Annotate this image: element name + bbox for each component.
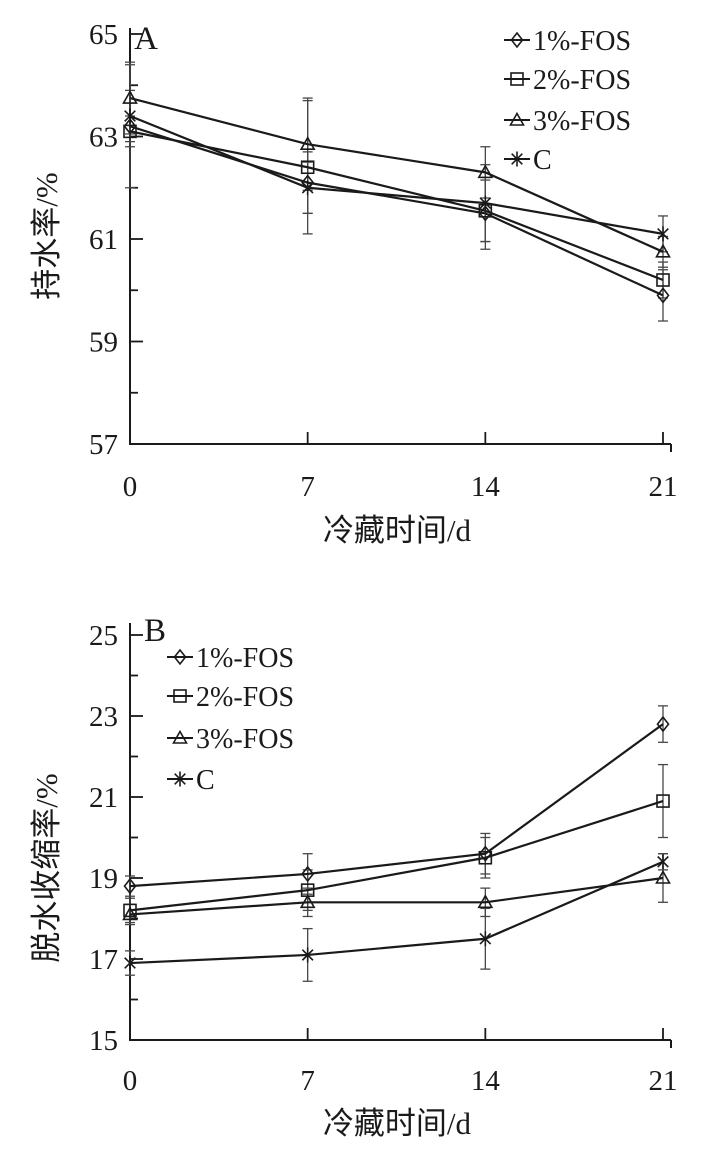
asterisk-marker-C-d0 [124,955,136,971]
y-tick-label: 59 [89,327,118,359]
legend-label-2%-FOS: 2%-FOS [196,682,294,713]
legend-label-C: C [533,145,552,176]
chart-b: 15 17 19 21 23 25 0 7 14 21 1%-FOS 2%-FOS 3%-FOS C [89,620,678,1097]
y-tick-label: 15 [89,1025,118,1057]
x-tick-label: 0 [123,1065,138,1097]
tick-marks [129,634,664,1041]
series-line-C [129,114,664,235]
triangle-marker-3%-FOS-d14 [477,894,494,909]
series-line-1%-FOS [129,723,664,888]
legend-label-1%-FOS: 1%-FOS [196,643,294,674]
x-tick-label: 14 [471,1065,501,1097]
square-marker-legend-2%-FOS [510,72,524,86]
asterisk-marker-C-d21 [657,854,669,870]
legend-label-1%-FOS: 1%-FOS [533,26,631,57]
x-tick-label: 0 [123,471,138,503]
square-marker-2%-FOS-d14 [478,850,493,865]
series-line-2%-FOS [129,130,664,282]
legend-label-3%-FOS: 3%-FOS [196,724,294,755]
asterisk-marker-C-d0 [124,108,136,124]
square-marker-2%-FOS-d0 [123,903,137,918]
diamond-marker-legend-1%-FOS [173,648,187,666]
square-marker-2%-FOS-d7 [300,160,315,175]
triangle-marker-3%-FOS-d21 [655,869,671,884]
chart-b-panel-label: B [144,613,166,649]
x-tick-label: 21 [649,1065,678,1097]
y-tick-label: 65 [89,19,118,51]
y-tick-label: 21 [89,782,118,814]
square-marker-2%-FOS-d21 [656,794,670,808]
x-tick-label: 14 [471,471,501,503]
legend-item-2%-FOS: 2%-FOS [167,682,294,713]
diamond-marker-1%-FOS-d7 [301,865,315,883]
legend-item-1%-FOS: 1%-FOS [167,643,294,674]
y-tick-label: 19 [89,863,118,895]
chart-a: 57 59 61 63 65 0 7 14 21 1%-FOS 2%-FOS 3%-FOS C [89,19,678,503]
diamond-marker-1%-FOS-d14 [478,205,492,222]
diamond-marker-1%-FOS-d0 [123,877,137,895]
chart-a-y-axis-label: 持水率/% [29,172,64,299]
triangle-marker-3%-FOS-d7 [299,136,316,150]
legend-label-C: C [196,765,215,796]
asterisk-marker-C-d14 [479,931,492,947]
legend: 1%-FOS 2%-FOS 3%-FOS C [167,643,294,796]
series-line-3%-FOS [129,96,664,253]
y-tick-label: 61 [89,224,118,256]
y-tick-label: 63 [89,122,118,154]
x-tick-label: 7 [300,471,315,503]
y-tick-label: 25 [89,620,118,652]
x-tick-label: 7 [300,1065,315,1097]
triangle-marker-3%-FOS-d14 [477,164,494,179]
triangle-marker-3%-FOS-d21 [655,243,671,258]
diamond-marker-legend-1%-FOS [510,31,524,49]
chart-b-x-axis-label: 冷藏时间/d [323,1106,472,1141]
legend: 1%-FOS 2%-FOS 3%-FOS C [504,26,631,176]
triangle-marker-legend-3%-FOS [172,729,188,744]
legend-item-2%-FOS: 2%-FOS [504,65,631,96]
error-bars [125,61,668,322]
legend-label-2%-FOS: 2%-FOS [533,65,631,96]
square-marker-2%-FOS-d21 [656,273,670,287]
legend-label-3%-FOS: 3%-FOS [533,106,631,137]
asterisk-marker-C-d7 [301,180,314,196]
legend-item-C: C [167,765,215,796]
asterisk-marker-C-d21 [657,226,669,242]
diamond-marker-1%-FOS-d0 [123,117,137,135]
diamond-marker-1%-FOS-d21 [656,287,670,304]
series-line-1%-FOS [129,125,664,297]
y-tick-label: 17 [89,944,118,976]
legend-item-3%-FOS: 3%-FOS [167,724,294,755]
chart-a-x-axis-label: 冷藏时间/d [323,513,472,548]
chart-a-panel-label: A [134,21,158,57]
triangle-marker-3%-FOS-d0 [122,906,138,921]
triangle-marker-3%-FOS-d0 [122,89,138,104]
y-tick-label: 57 [89,429,118,461]
legend-item-3%-FOS: 3%-FOS [504,106,631,137]
square-marker-2%-FOS-d0 [123,124,137,139]
diamond-marker-1%-FOS-d21 [656,715,670,733]
series-line-2%-FOS [129,800,664,912]
legend-item-C: C [504,145,552,176]
chart-b-y-axis-label: 脱水收缩率/% [29,773,64,962]
x-tick-label: 21 [649,471,678,503]
asterisk-marker-C-d14 [479,195,492,211]
series-line-3%-FOS [129,876,664,916]
asterisk-marker-C-d7 [301,947,314,963]
series-line-C [129,860,664,965]
asterisk-marker-legend-C [511,151,523,167]
y-tick-label: 23 [89,701,118,733]
legend-item-1%-FOS: 1%-FOS [504,26,631,57]
triangle-marker-legend-3%-FOS [509,111,525,126]
square-marker-legend-2%-FOS [173,689,187,703]
triangle-marker-3%-FOS-d7 [299,894,316,909]
asterisk-marker-legend-C [174,771,186,787]
